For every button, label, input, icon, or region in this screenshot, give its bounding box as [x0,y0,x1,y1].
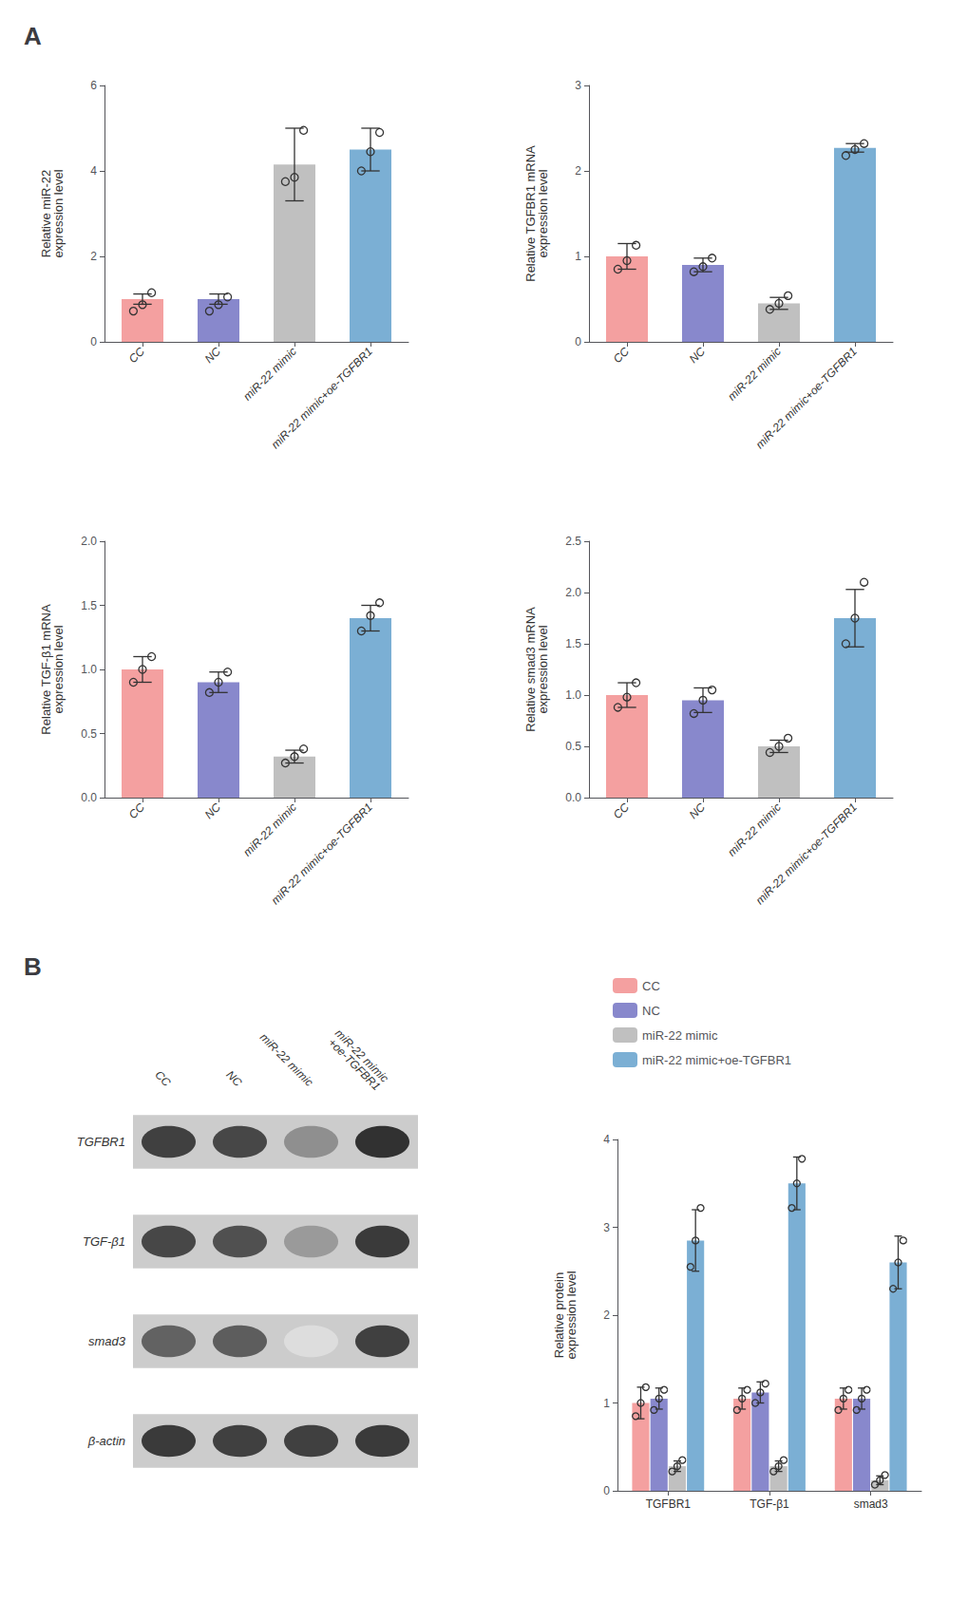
svg-text:miR-22 mimic+oe-TGFBR1: miR-22 mimic+oe-TGFBR1 [268,800,376,908]
svg-text:miR-22 mimic+oe-TGFBR1: miR-22 mimic+oe-TGFBR1 [753,344,860,452]
svg-text:expression level: expression level [51,625,66,714]
svg-text:1: 1 [603,1397,610,1411]
svg-text:miR-22 mimic: miR-22 mimic [724,344,784,404]
svg-text:2.5: 2.5 [565,534,582,549]
svg-text:smad3: smad3 [88,1334,127,1349]
svg-text:Relative miR-22: Relative miR-22 [38,169,54,258]
svg-text:3: 3 [603,1221,610,1235]
svg-text:miR-22 mimic+oe-TGFBR1: miR-22 mimic+oe-TGFBR1 [268,344,376,452]
svg-text:2: 2 [574,164,582,178]
svg-text:1.5: 1.5 [565,637,582,651]
svg-text:miR-22 mimic+oe-TGFBR1: miR-22 mimic+oe-TGFBR1 [642,1053,792,1068]
svg-text:0.0: 0.0 [80,791,97,805]
svg-text:CC: CC [151,1068,173,1090]
svg-text:TGF-β1: TGF-β1 [82,1234,126,1250]
svg-text:1: 1 [574,249,582,264]
svg-text:+oe-TGFBR1: +oe-TGFBR1 [325,1036,384,1095]
svg-text:miR-22 mimic: miR-22 mimic [240,800,300,860]
svg-text:Relative smad3 mRNA: Relative smad3 mRNA [523,607,538,733]
svg-text:expression level: expression level [535,625,551,714]
svg-text:2: 2 [90,249,97,264]
svg-text:expression level: expression level [564,1271,579,1360]
svg-text:miR-22 mimic: miR-22 mimic [257,1030,317,1090]
svg-text:miR-22 mimic: miR-22 mimic [240,344,300,404]
svg-text:NC: NC [686,800,708,822]
svg-text:A: A [23,21,42,51]
svg-text:0.5: 0.5 [80,727,97,741]
svg-text:NC: NC [202,344,224,366]
svg-text:β-actin: β-actin [87,1434,126,1449]
svg-text:3: 3 [574,78,582,93]
svg-text:miR-22 mimic: miR-22 mimic [724,800,784,860]
svg-text:4: 4 [603,1133,610,1147]
svg-text:2.0: 2.0 [565,586,582,600]
svg-text:TGF-β1: TGF-β1 [749,1498,790,1512]
svg-text:expression level: expression level [535,169,551,258]
svg-text:CC: CC [610,344,632,366]
svg-text:2.0: 2.0 [80,534,97,549]
svg-text:0.5: 0.5 [565,740,582,754]
svg-text:Relative TGF-β1 mRNA: Relative TGF-β1 mRNA [38,604,54,735]
svg-text:NC: NC [642,1004,661,1019]
svg-text:2: 2 [603,1309,610,1323]
svg-text:TGFBR1: TGFBR1 [76,1135,126,1150]
svg-text:CC: CC [610,800,632,822]
svg-text:smad3: smad3 [854,1498,889,1512]
svg-text:Relative TGFBR1 mRNA: Relative TGFBR1 mRNA [523,145,538,282]
svg-text:0.0: 0.0 [565,791,582,805]
svg-text:6: 6 [90,78,97,93]
svg-text:Relative protein: Relative protein [551,1272,567,1359]
svg-text:1.0: 1.0 [565,688,582,703]
svg-text:expression level: expression level [51,169,66,258]
svg-text:1.5: 1.5 [80,599,97,613]
svg-text:0: 0 [574,335,582,349]
svg-text:miR-22 mimic: miR-22 mimic [332,1026,392,1086]
svg-text:CC: CC [126,800,148,822]
svg-text:NC: NC [223,1068,245,1090]
svg-text:4: 4 [90,164,97,178]
svg-text:CC: CC [126,344,148,366]
svg-text:miR-22 mimic: miR-22 mimic [642,1028,719,1044]
svg-text:TGFBR1: TGFBR1 [645,1498,692,1512]
svg-text:NC: NC [202,800,224,822]
svg-text:1.0: 1.0 [80,663,97,677]
svg-text:0: 0 [90,335,97,349]
svg-text:CC: CC [642,979,661,994]
svg-text:miR-22 mimic+oe-TGFBR1: miR-22 mimic+oe-TGFBR1 [753,800,860,908]
svg-text:B: B [23,952,42,982]
svg-text:0: 0 [603,1484,610,1499]
svg-text:NC: NC [686,344,708,366]
